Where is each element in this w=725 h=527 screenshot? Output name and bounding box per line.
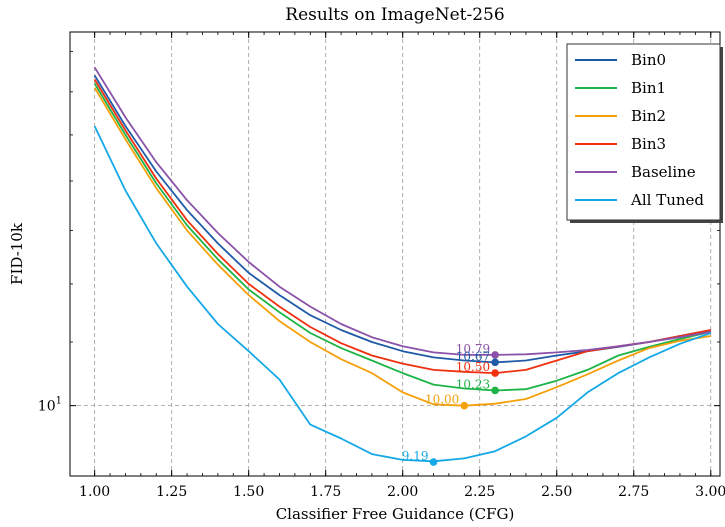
x-tick-label: 1.25 bbox=[156, 484, 187, 500]
annotation-marker bbox=[491, 369, 499, 377]
annotation-label: 10.00 bbox=[425, 393, 459, 407]
x-axis-label: Classifier Free Guidance (CFG) bbox=[276, 505, 515, 523]
axis-ticks: 1.00 1.25 1.50 1.75 2.00 2.25 2.50 2.75 3.00 101 bbox=[38, 32, 725, 500]
annotation-label: 10.23 bbox=[456, 377, 490, 391]
legend-label: Bin0 bbox=[631, 51, 666, 69]
x-tick-label: 2.50 bbox=[541, 484, 572, 500]
x-tick-label: 2.25 bbox=[464, 484, 495, 500]
annotation-marker bbox=[429, 458, 438, 466]
annotation-label: 10.50 bbox=[456, 360, 490, 374]
x-tick-label: 2.00 bbox=[387, 484, 418, 500]
x-tick-label: 1.75 bbox=[310, 484, 341, 500]
annotation-marker bbox=[491, 386, 499, 395]
series-line-baseline bbox=[93, 66, 711, 356]
legend-label: Bin3 bbox=[631, 135, 666, 153]
annotation-label: 10.67 bbox=[456, 349, 490, 363]
legend-label: All Tuned bbox=[630, 191, 704, 209]
y-tick-label: 101 bbox=[38, 396, 62, 415]
x-tick-label: 2.75 bbox=[618, 484, 649, 500]
annotation-marker bbox=[491, 351, 499, 359]
plot-frame bbox=[69, 31, 721, 477]
x-tick-label: 1.00 bbox=[79, 484, 110, 500]
chart-title: Results on ImageNet-256 bbox=[285, 5, 504, 25]
annotation-marker bbox=[460, 401, 469, 410]
legend-label: Bin1 bbox=[631, 79, 666, 97]
series-line-bin2 bbox=[93, 87, 711, 407]
y-axis-label: FID-10k bbox=[8, 222, 26, 285]
annotation-markers bbox=[429, 351, 499, 466]
series-lines bbox=[93, 66, 712, 463]
annotation-marker bbox=[491, 358, 499, 367]
legend-box bbox=[566, 43, 721, 221]
legend: Bin0 Bin1 Bin2 Bin3 Baseline All Tuned bbox=[566, 43, 723, 223]
legend-label: Baseline bbox=[631, 163, 696, 181]
legend-label: Bin2 bbox=[631, 107, 666, 125]
series-line-all-tuned bbox=[93, 125, 712, 463]
series-line-bin1 bbox=[93, 83, 712, 392]
annotation-label: 10.79 bbox=[456, 342, 490, 356]
annotation-label: 9.19 bbox=[402, 449, 429, 463]
x-tick-label: 3.00 bbox=[695, 484, 725, 500]
x-tick-label: 1.50 bbox=[233, 484, 264, 500]
